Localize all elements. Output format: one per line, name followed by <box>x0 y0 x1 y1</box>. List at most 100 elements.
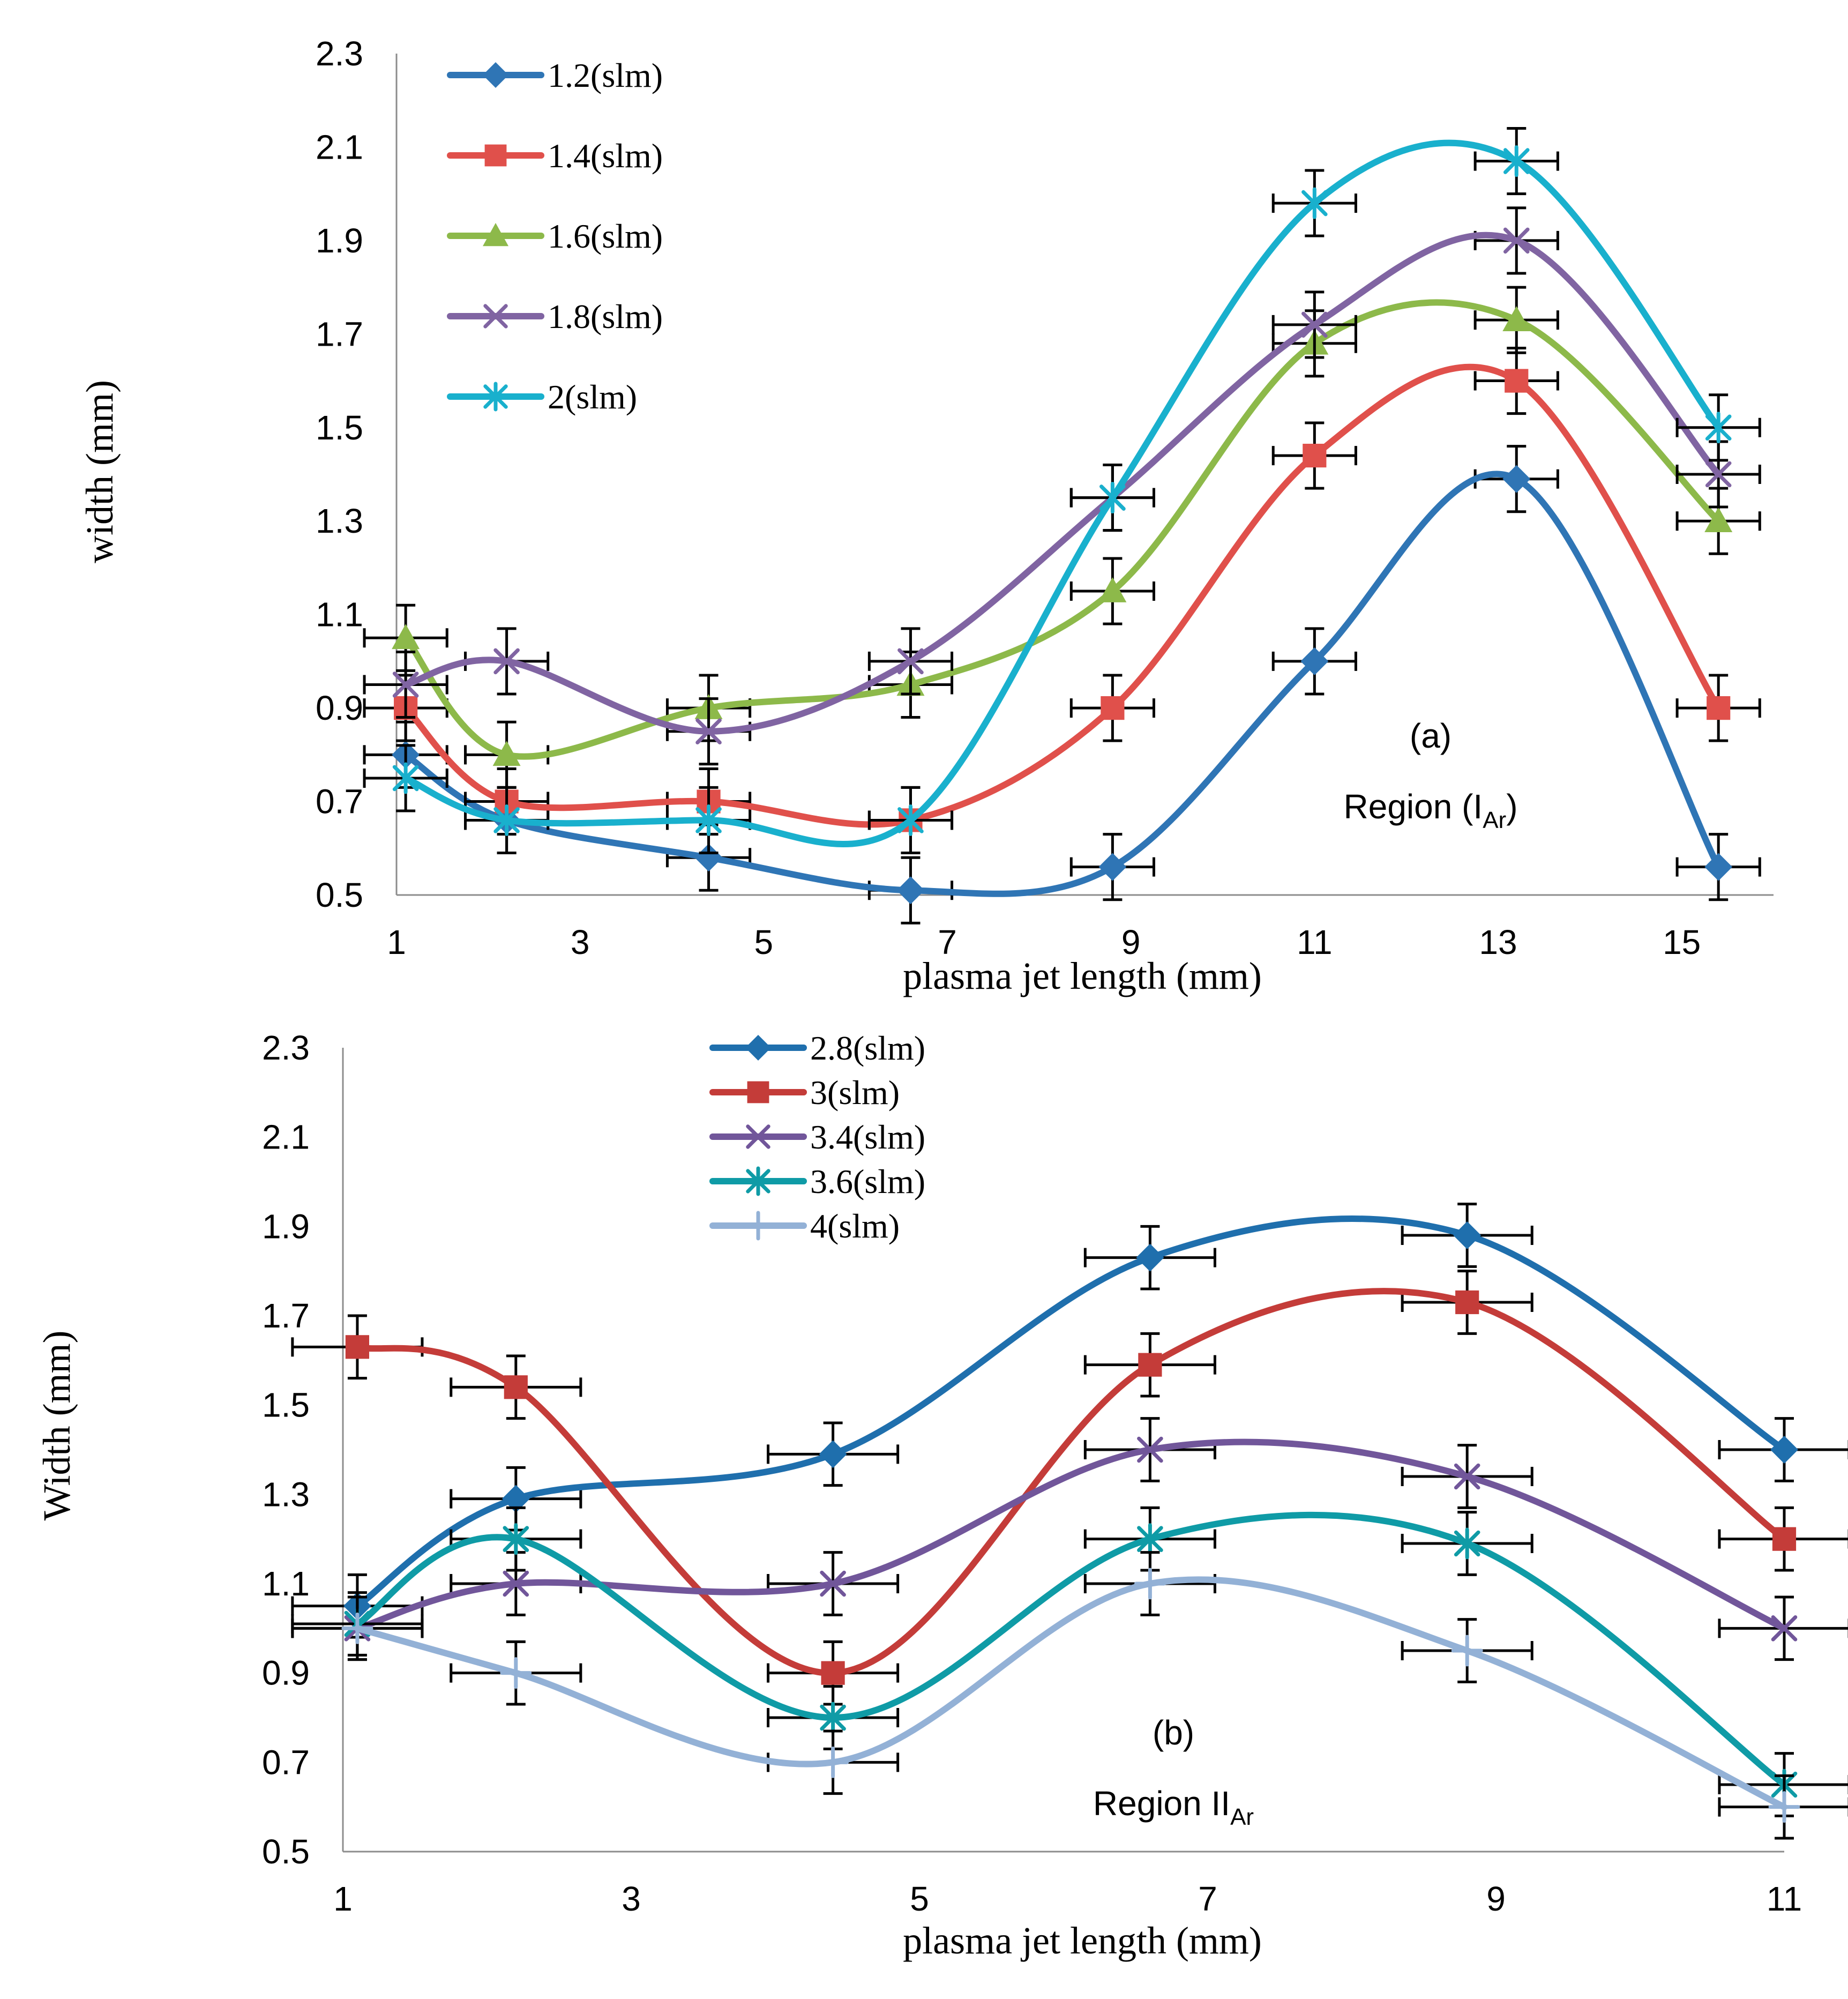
data-point-3(slm)-3 <box>1138 1353 1162 1377</box>
series-line <box>354 1438 1787 1632</box>
x-axis-title: plasma jet length (mm) <box>903 1919 1262 1962</box>
x-tick-label: 1 <box>387 923 406 961</box>
x-tick-label: 11 <box>1767 1879 1802 1918</box>
data-point-1.8(slm)-0 <box>392 672 419 698</box>
chart-panel-b: 0.5 0.7 0.9 1.1 1.3 1.5 1.7 1.9 2.1 2.3 1 3 5 7 9 11 pla… <box>35 1028 1848 1962</box>
data-point-1.2(slm)-3 <box>896 876 925 905</box>
x-tick-label: 11 <box>1297 923 1332 961</box>
data-point-1.8(slm)-7 <box>1705 461 1732 488</box>
x-tick-label: 3 <box>622 1879 641 1918</box>
panel-label: (a) <box>1410 717 1452 755</box>
data-point-1.4(slm)-7 <box>1707 696 1731 720</box>
x-axis-title: plasma jet length (mm) <box>903 954 1262 997</box>
legend-label: 2.8(slm) <box>810 1029 925 1067</box>
legend-label: 2(slm) <box>548 378 637 416</box>
error-bars <box>363 347 1761 854</box>
data-point-1.6(slm)-7 <box>1704 507 1733 533</box>
legend-marker <box>483 62 508 88</box>
legend-label: 3.4(slm) <box>810 1118 925 1156</box>
data-point-1.8(slm)-3 <box>897 648 924 675</box>
data-point-2.8(slm)-2 <box>819 1440 847 1468</box>
legend-label: 4(slm) <box>810 1207 900 1245</box>
data-point-2(slm)-5 <box>1301 187 1328 219</box>
y-tick-label: 2.3 <box>316 34 363 73</box>
series-1.8(slm) <box>363 206 1761 766</box>
legend-item: 1.6(slm) <box>447 217 663 255</box>
data-point-3.4(slm)-1 <box>503 1570 529 1597</box>
x-tick-label: 13 <box>1479 923 1517 961</box>
data-point-1.2(slm)-5 <box>1300 647 1329 675</box>
y-tick-label: 0.9 <box>262 1654 310 1692</box>
legend-item: 3.4(slm) <box>709 1118 925 1156</box>
legend-item: 3(slm) <box>709 1073 900 1112</box>
series-2.8(slm) <box>291 1203 1848 1639</box>
data-point-1.2(slm)-2 <box>694 844 723 872</box>
y-tick-label: 0.5 <box>262 1832 310 1871</box>
data-point-4(slm)-5 <box>1768 1791 1800 1823</box>
legend-marker <box>483 223 508 247</box>
data-point-3.6(slm)-1 <box>503 1523 529 1555</box>
error-bars <box>291 1203 1848 1639</box>
series-3.6(slm) <box>291 1506 1848 1817</box>
series-2(slm) <box>363 127 1761 854</box>
y-tick-label: 1.3 <box>316 502 363 540</box>
error-bars <box>363 206 1761 766</box>
data-point-4(slm)-0 <box>341 1612 373 1644</box>
x-tick-label: 3 <box>571 923 590 961</box>
x-tick-label: 5 <box>910 1879 929 1918</box>
legend-item: 2.8(slm) <box>709 1029 925 1067</box>
legend-marker <box>483 304 508 329</box>
series-3(slm) <box>291 1270 1848 1706</box>
legend-label: 1.8(slm) <box>548 297 663 335</box>
data-point-3(slm)-2 <box>821 1661 845 1685</box>
y-tick-label: 1.5 <box>316 408 363 447</box>
data-point-3(slm)-1 <box>504 1375 528 1399</box>
x-tick-label: 15 <box>1663 923 1701 961</box>
series-1.6(slm) <box>363 286 1761 789</box>
legend-marker <box>745 1035 771 1061</box>
data-point-1.6(slm)-4 <box>1098 577 1127 602</box>
series-line <box>354 1511 1787 1788</box>
x-tick-label: 9 <box>1486 1879 1506 1918</box>
error-bars <box>291 1506 1848 1817</box>
data-point-3.4(slm)-4 <box>1454 1463 1480 1490</box>
data-point-1.2(slm)-7 <box>1704 853 1733 881</box>
series-4(slm) <box>291 1551 1848 1840</box>
data-point-3.4(slm)-3 <box>1137 1436 1163 1463</box>
x-tick-label: 7 <box>1198 1879 1217 1918</box>
legend-label: 1.2(slm) <box>548 56 663 94</box>
data-point-2(slm)-3 <box>897 804 924 836</box>
y-tick-label: 0.9 <box>316 689 363 727</box>
y-tick-label: 1.3 <box>262 1475 310 1513</box>
data-point-2(slm)-6 <box>1503 145 1530 177</box>
region-close: ) <box>1506 787 1517 826</box>
region-label: Region IIAr <box>1093 1784 1254 1830</box>
data-point-1.4(slm)-5 <box>1303 444 1327 468</box>
y-axis-title: Width (mm) <box>35 1330 78 1520</box>
data-point-2.8(slm)-1 <box>502 1485 530 1513</box>
y-tick-label: 0.5 <box>316 876 363 914</box>
x-tick-label: 5 <box>754 923 774 961</box>
data-point-2.8(slm)-4 <box>1453 1221 1482 1249</box>
data-point-1.8(slm)-6 <box>1503 227 1530 254</box>
series-line <box>354 1576 1787 1810</box>
data-point-1.4(slm)-4 <box>1101 696 1125 720</box>
y-tick-label: 1.9 <box>262 1207 310 1245</box>
y-tick-label: 0.7 <box>262 1743 310 1781</box>
data-point-3(slm)-4 <box>1455 1290 1479 1315</box>
legend-label: 1.6(slm) <box>548 217 663 255</box>
legend-item: 4(slm) <box>709 1207 900 1245</box>
data-point-2(slm)-7 <box>1705 412 1732 444</box>
legend-item: 1.2(slm) <box>447 56 663 94</box>
data-point-3.4(slm)-2 <box>820 1570 846 1597</box>
legend-item: 1.4(slm) <box>447 137 663 175</box>
legend-label: 1.4(slm) <box>548 137 663 175</box>
legend-marker <box>483 382 508 412</box>
region-subscript: Ar <box>1230 1804 1254 1830</box>
data-point-4(slm)-1 <box>500 1657 532 1689</box>
chart-panel-a: 0.50.70.91.11.31.51.71.92.12.31 3 5 7 9 11 13 1… <box>78 34 1774 997</box>
data-point-1.4(slm)-6 <box>1505 369 1529 393</box>
series-line <box>402 363 1722 828</box>
data-point-1.6(slm)-6 <box>1502 306 1531 331</box>
